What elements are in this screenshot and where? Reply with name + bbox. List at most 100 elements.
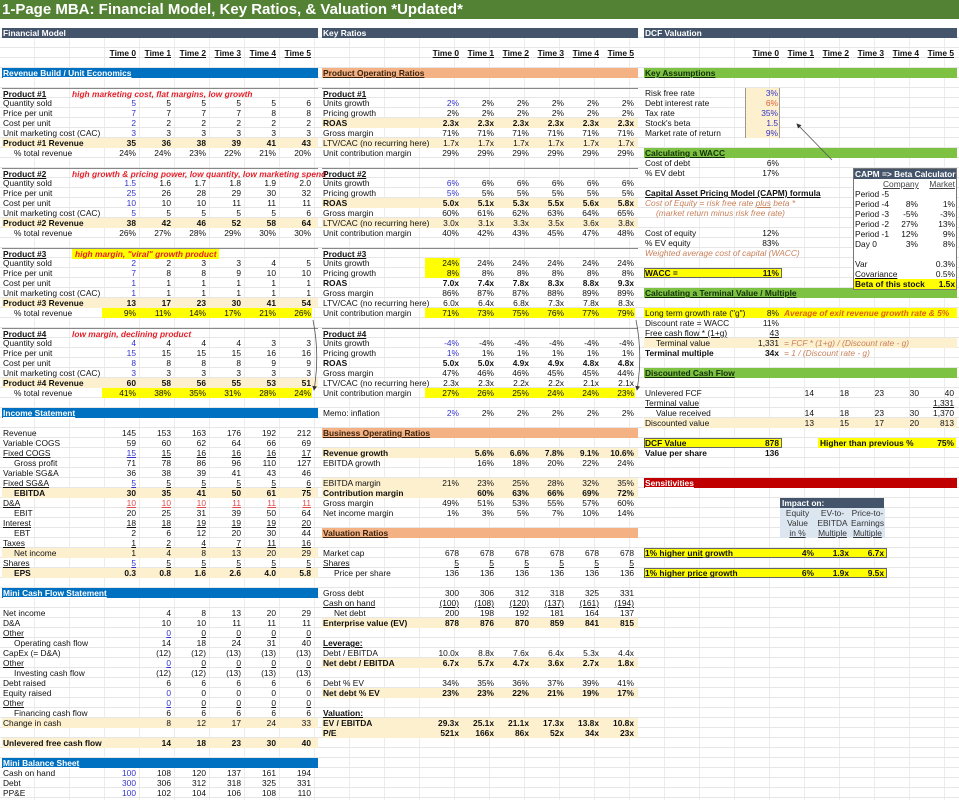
- row-label: Period -3: [855, 209, 889, 219]
- units-growth-row: Units growth -4% -4% -4% -4% -4% -4%: [322, 338, 638, 348]
- cell-value: 161: [262, 768, 276, 778]
- cell-value: 3: [131, 128, 136, 138]
- row-label: Cash on hand: [3, 768, 56, 778]
- cell-value: 678: [445, 548, 459, 558]
- section-title[interactable]: Valuation Ratios: [323, 528, 389, 538]
- cell-value: 20%: [547, 458, 564, 468]
- cell-value: 87%: [477, 288, 494, 298]
- unit-marketing-cost-cac-row: Unit marketing cost (CAC) 5 5 5 5 5 6: [2, 208, 318, 218]
- section-title[interactable]: Business Operating Ratios: [323, 428, 431, 438]
- section-title[interactable]: Revenue Build / Unit Economics: [3, 68, 132, 78]
- cell-value: 12%: [762, 228, 779, 238]
- d-a-row: D&A 10 10 11 11 11: [2, 618, 318, 628]
- row-label: LTV/CAC (no recurring here): [323, 298, 430, 308]
- cell-value: 23: [231, 738, 241, 748]
- cell-value: 23x: [620, 728, 634, 738]
- row-note: high growth & pricing power, low quantit…: [72, 169, 327, 179]
- row-label: Market rate of return: [645, 128, 721, 138]
- valuation-row: Valuation:: [322, 708, 638, 718]
- cell-value: 4.8x: [582, 358, 599, 368]
- cell-value: 3: [236, 128, 241, 138]
- cell-value: 30: [909, 388, 919, 398]
- cell-value: 65%: [617, 208, 634, 218]
- cell-value: 11: [232, 498, 241, 508]
- cell-value: 3: [236, 368, 241, 378]
- cell-value: 41: [266, 298, 276, 308]
- cell-value: 7: [131, 108, 136, 118]
- cell-value: 18: [126, 518, 136, 528]
- cell-value: 5: [201, 478, 206, 488]
- cell-value: 23: [874, 388, 884, 398]
- row-label: Product #3 Revenue: [3, 298, 84, 308]
- cell-value: 25%: [512, 478, 529, 488]
- cell-value: -3%: [940, 209, 955, 219]
- capex-d-a-row: CapEx (= D&A) (12) (12) (13) (13) (13): [2, 648, 318, 658]
- cell-value: 5.5x: [547, 198, 564, 208]
- cell-value: 24%: [530, 388, 565, 398]
- gross-margin-row: Gross margin 60% 61% 62% 63% 64% 65%: [322, 208, 638, 218]
- row-label: Gross margin: [323, 498, 374, 508]
- cell-value: 8: [166, 358, 171, 368]
- blank-row: [644, 468, 957, 478]
- section-title[interactable]: Income Statement: [3, 408, 76, 418]
- cell-value: 79%: [600, 308, 635, 318]
- section-title[interactable]: Calculating a Terminal Value / Multiple: [645, 288, 797, 298]
- section-title[interactable]: Product Operating Ratios: [323, 68, 425, 78]
- cell-value: 878: [445, 618, 459, 628]
- product-4-row: Product #4 low margin, declining product: [2, 328, 318, 339]
- cell-value: -5%: [903, 209, 918, 219]
- row-label: Stock's beta: [645, 118, 691, 128]
- cell-value: 164: [585, 608, 599, 618]
- market-cap-row: Market cap 678 678 678 678 678 678: [322, 548, 638, 558]
- pricing-growth-row: Pricing growth 8% 8% 8% 8% 8% 8%: [322, 268, 638, 278]
- section-title[interactable]: Discounted Cash Flow: [645, 368, 735, 378]
- row-label: Day 0: [855, 239, 877, 249]
- cell-value: 102: [157, 788, 171, 798]
- section-header: Discounted Cash Flow: [644, 368, 957, 378]
- section-title[interactable]: Mini Balance Sheet: [3, 758, 80, 768]
- cell-value: 35%: [617, 478, 634, 488]
- ltv-cac-no-recurring-here-row: LTV/CAC (no recurring here) 6.0x 6.4x 6.8x 7…: [322, 298, 638, 308]
- other-row: Other 0 0 0 0 0: [2, 628, 318, 638]
- cell-value: 1.5: [124, 178, 136, 188]
- cell-value: 5: [131, 208, 136, 218]
- units-growth-row: Units growth 24% 24% 24% 24% 24% 24%: [322, 258, 638, 268]
- equity-raised-row: Equity raised 0 0 0 0 0: [2, 688, 318, 698]
- cell-value: 23: [196, 298, 206, 308]
- cell-value: 3: [306, 368, 311, 378]
- time-header: Time 5: [284, 48, 311, 58]
- cell-value: 0: [271, 658, 276, 668]
- time-header: Time 1: [144, 48, 171, 58]
- cell-value: 45%: [547, 228, 564, 238]
- cell-value: 8.8x: [478, 648, 494, 658]
- section-title[interactable]: Mini Cash Flow Statement: [3, 588, 107, 598]
- cell-value: 60: [161, 438, 171, 448]
- row-label: 1% higher unit growth: [645, 548, 733, 558]
- cell-value: 1.5x: [938, 279, 955, 289]
- row-label: Price per unit: [3, 268, 53, 278]
- row-label: Enterprise value (EV): [323, 618, 408, 628]
- section-title[interactable]: Sensitivities: [645, 478, 694, 488]
- section-title[interactable]: Calculating a WACC: [645, 148, 726, 158]
- section-header: Key Assumptions: [644, 68, 957, 78]
- cell-value: 9: [306, 358, 311, 368]
- roas-row: ROAS 5.0x 5.0x 4.9x 4.9x 4.8x 4.8x: [322, 358, 638, 368]
- row-label: Tax rate: [645, 108, 675, 118]
- cell-value: 0: [271, 698, 276, 708]
- product-2-row: Product #2 high growth & pricing power, l…: [2, 168, 326, 179]
- row-label: Var: [855, 259, 868, 269]
- cell-value: 28%: [547, 478, 564, 488]
- section-title[interactable]: Key Assumptions: [645, 68, 716, 78]
- cell-value: 6.0x: [443, 298, 459, 308]
- cell-value: 1.7: [194, 178, 206, 188]
- time-header: Time 1: [787, 48, 814, 58]
- key-ratios-panel: Key Ratios Time 0 Time 1 Time 2 Time 3 Time 4…: [322, 0, 638, 800]
- panel-header: DCF Valuation: [644, 28, 957, 38]
- leverage-row: Leverage:: [322, 638, 638, 648]
- gross-margin-row: Gross margin 86% 87% 87% 88% 89% 89%: [322, 288, 638, 298]
- cell-value: 16: [301, 348, 311, 358]
- cell-value: 2%: [551, 408, 564, 418]
- cell-value: 25%: [495, 388, 530, 398]
- cell-value: 21%: [442, 478, 459, 488]
- beta-of-this-stock-row: Beta of this stock 1.5x: [854, 279, 956, 289]
